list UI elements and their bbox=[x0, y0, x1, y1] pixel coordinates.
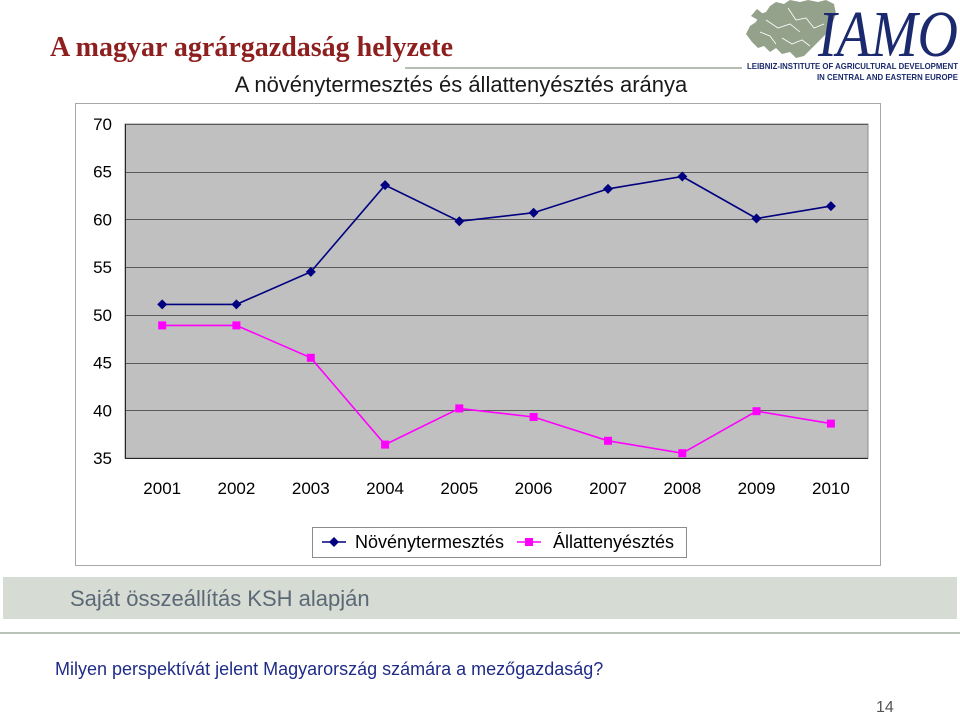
data-point bbox=[306, 353, 315, 362]
map-landmass bbox=[746, 0, 836, 58]
data-point bbox=[528, 207, 539, 218]
data-series bbox=[157, 171, 836, 458]
footer-divider bbox=[0, 632, 960, 634]
slide-title: A magyar agrárgazdaság helyzete bbox=[50, 32, 454, 63]
legend-label: Növénytermesztés bbox=[355, 532, 504, 552]
x-tick-label: 2004 bbox=[366, 479, 404, 498]
data-point bbox=[232, 321, 241, 330]
x-tick-label: 2006 bbox=[515, 479, 553, 498]
data-point bbox=[381, 440, 390, 449]
data-point bbox=[603, 183, 613, 194]
x-tick-label: 2001 bbox=[143, 479, 181, 498]
y-tick-label: 60 bbox=[93, 210, 112, 229]
data-point bbox=[157, 299, 168, 310]
x-tick-label: 2005 bbox=[440, 479, 478, 498]
series-line bbox=[162, 324, 832, 455]
question-text: Milyen perspektívát jelent Magyarország … bbox=[55, 659, 604, 679]
data-point bbox=[678, 449, 687, 458]
data-point bbox=[677, 171, 688, 182]
y-tick-label: 40 bbox=[93, 401, 112, 420]
x-tick-label: 2002 bbox=[217, 479, 255, 498]
x-tick-label: 2007 bbox=[589, 479, 627, 498]
data-point bbox=[305, 266, 316, 277]
map-borders bbox=[759, 7, 825, 47]
x-tick-label: 2010 bbox=[812, 479, 850, 498]
y-tick-label: 70 bbox=[93, 115, 112, 134]
logo-wordmark: IAMO bbox=[817, 0, 958, 71]
data-point bbox=[825, 201, 836, 212]
chart-title: A növénytermesztés és állattenyésztés ar… bbox=[235, 72, 688, 97]
title-divider bbox=[405, 67, 742, 69]
legend-item: Állattenyésztés bbox=[517, 532, 674, 552]
y-tick-label: 50 bbox=[93, 306, 112, 325]
line-chart: A növénytermesztés és állattenyésztés ar… bbox=[75, 72, 881, 566]
y-tick-label: 65 bbox=[93, 163, 112, 182]
legend-marker bbox=[525, 538, 533, 546]
axes: 70 65 60 55 50 45 40 35 2001 2002 2003 2004 2005 2006… bbox=[93, 115, 868, 498]
y-tick-label: 45 bbox=[93, 354, 112, 373]
x-tick-label: 2008 bbox=[663, 479, 701, 498]
source-note: Saját összeállítás KSH alapján bbox=[70, 586, 370, 611]
iamo-logo: IAMO LEIBNIZ-INSTITUTE OF AGRICULTURAL D… bbox=[746, 0, 958, 82]
logo-tagline-line1: LEIBNIZ-INSTITUTE OF AGRICULTURAL DEVELO… bbox=[747, 61, 958, 71]
legend-box bbox=[312, 527, 687, 558]
data-point bbox=[826, 419, 835, 428]
legend-item: Növénytermesztés bbox=[322, 532, 504, 552]
data-point bbox=[158, 321, 167, 330]
logo-tagline-line2: IN CENTRAL AND EASTERN EUROPE bbox=[817, 72, 958, 82]
data-point bbox=[529, 413, 538, 421]
series-line bbox=[162, 175, 832, 306]
data-point bbox=[752, 407, 761, 416]
legend-marker bbox=[329, 537, 339, 547]
x-tick-label: 2003 bbox=[292, 479, 330, 498]
series-group bbox=[157, 171, 836, 310]
page-number: 14 bbox=[876, 699, 894, 716]
data-point bbox=[454, 216, 465, 227]
series-group bbox=[158, 321, 835, 458]
legend: Növénytermesztés Állattenyésztés bbox=[312, 527, 687, 558]
x-tick-label: 2009 bbox=[738, 479, 776, 498]
data-point bbox=[604, 436, 612, 445]
data-point bbox=[751, 213, 762, 224]
chart-area-border bbox=[75, 103, 881, 566]
data-point bbox=[455, 404, 464, 413]
y-tick-label: 55 bbox=[93, 258, 112, 277]
europe-map-icon bbox=[746, 0, 836, 58]
data-point bbox=[380, 180, 391, 191]
y-tick-label: 35 bbox=[93, 449, 112, 468]
legend-label: Állattenyésztés bbox=[553, 532, 674, 552]
data-point bbox=[231, 299, 242, 310]
source-note-band: Saját összeállítás KSH alapján bbox=[3, 577, 957, 619]
